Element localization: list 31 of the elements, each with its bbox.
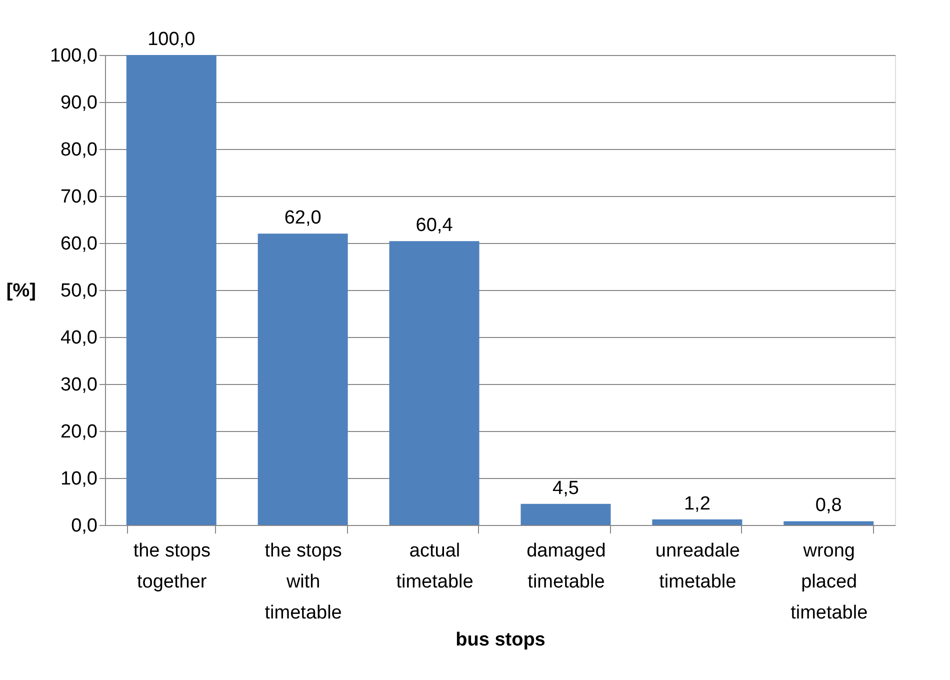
x-tick-label: damaged timetable	[526, 540, 606, 592]
y-tick-label: 50,0	[60, 280, 98, 302]
data-label: 60,4	[416, 215, 454, 236]
bar	[784, 521, 874, 525]
bar	[389, 241, 480, 525]
x-tick-label: the stops with timetable	[264, 540, 342, 624]
data-label: 1,2	[684, 493, 710, 514]
y-tick-label: 60,0	[60, 234, 98, 254]
y-tick-label: 100,0	[50, 46, 98, 66]
y-axis-title: [%]	[6, 280, 36, 302]
x-tick-label: actual timetable	[396, 540, 474, 592]
bar	[520, 504, 611, 525]
bar	[652, 519, 742, 525]
bar	[126, 55, 216, 525]
y-tick-label: 70,0	[60, 186, 98, 208]
y-tick-label: 0,0	[71, 516, 98, 536]
y-tick-label: 30,0	[60, 374, 98, 396]
x-tick-label: the stops together	[133, 540, 210, 592]
y-tick-label: 90,0	[60, 92, 98, 114]
x-tick-label: wrong placed timetable	[790, 540, 868, 624]
y-tick-label: 10,0	[60, 468, 98, 490]
data-label: 62,0	[284, 208, 322, 229]
data-label: 0,8	[815, 495, 842, 516]
x-axis-title: bus stops	[456, 630, 546, 650]
data-label: 100,0	[148, 29, 196, 50]
y-tick-label: 20,0	[60, 422, 98, 442]
y-tick-label: 40,0	[60, 328, 98, 348]
bar	[258, 234, 348, 525]
x-tick-label: unreadale timetable	[655, 540, 740, 592]
data-label: 4,5	[552, 478, 579, 499]
y-tick-label: 80,0	[60, 140, 98, 160]
